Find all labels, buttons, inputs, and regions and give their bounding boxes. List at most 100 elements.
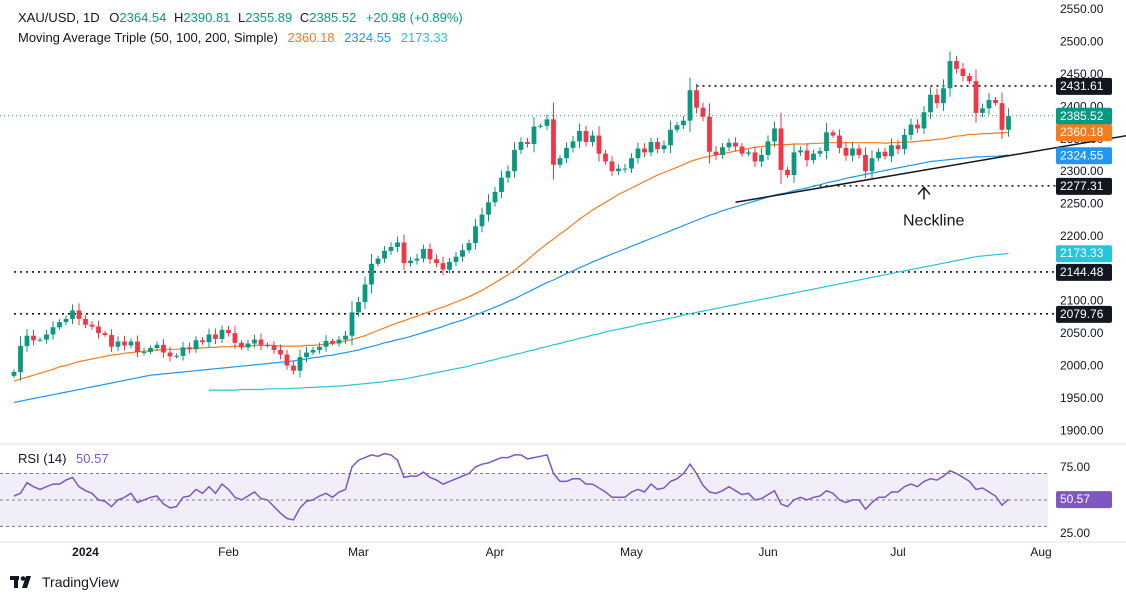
- candle-body: [336, 339, 342, 344]
- candle-body: [544, 119, 550, 126]
- candle-body: [89, 324, 95, 327]
- candle-body: [375, 258, 381, 264]
- price-tick-label: 1900.00: [1060, 423, 1104, 437]
- candle-body: [980, 108, 985, 113]
- price-tick-label: 2300.00: [1060, 164, 1104, 178]
- candle-body: [76, 310, 82, 319]
- candle-body: [37, 339, 43, 341]
- tradingview-logo[interactable]: TradingView: [10, 574, 119, 590]
- candle-body: [908, 124, 914, 135]
- candle-body: [765, 141, 771, 155]
- candle-body: [226, 329, 231, 334]
- candle-body: [1006, 116, 1011, 130]
- ma200-badge-bg: [1056, 245, 1112, 263]
- candle-body: [700, 107, 706, 117]
- rsi-label: RSI (14): [18, 451, 67, 466]
- candle-body: [232, 333, 238, 343]
- candle-body: [954, 61, 959, 69]
- price-tick-label: 2450.00: [1060, 67, 1104, 81]
- candle-body: [635, 148, 641, 159]
- candle-body: [291, 365, 296, 371]
- candle-body: [973, 81, 979, 113]
- candle-body: [427, 248, 433, 260]
- candle-body: [239, 342, 244, 348]
- candle-body: [473, 226, 478, 244]
- candle-body: [889, 145, 894, 157]
- change-value: +20.98 (+0.89%): [365, 10, 463, 25]
- ma100-line: [13, 154, 1009, 403]
- candle-body: [388, 246, 394, 251]
- candle-body: [167, 352, 173, 357]
- neckline-arrow-head: [917, 186, 931, 195]
- candle-body: [395, 242, 400, 247]
- price-tick-label: 2200.00: [1060, 229, 1104, 243]
- candle-body: [967, 75, 972, 82]
- low-label: L: [238, 10, 246, 25]
- time-tick-label: Feb: [218, 545, 239, 559]
- candle-body: [739, 146, 745, 154]
- last-price-badge-bg: [1056, 107, 1112, 125]
- candle-body: [109, 335, 114, 347]
- candle-body: [616, 168, 621, 172]
- candle-body: [271, 345, 277, 350]
- candle-body: [265, 344, 270, 346]
- candle-body: [258, 339, 264, 345]
- candle-body: [804, 150, 810, 161]
- candle-body: [382, 250, 387, 259]
- candle-body: [486, 202, 491, 215]
- candle-body: [960, 68, 966, 76]
- candle-body: [512, 149, 517, 172]
- close-value: 2385.52: [309, 10, 357, 25]
- candle-body: [447, 261, 452, 270]
- candle-body: [193, 340, 199, 350]
- candle-body: [102, 333, 108, 336]
- candle-body: [414, 258, 420, 261]
- candle-body: [518, 142, 524, 150]
- candle-body: [772, 128, 777, 142]
- rsi-line: [13, 452, 1010, 521]
- candle-body: [759, 154, 764, 162]
- candle-body: [726, 142, 732, 148]
- candle-body: [590, 135, 595, 143]
- candle-body: [479, 214, 485, 227]
- candle-body: [869, 158, 875, 172]
- rsi-badge: 50.57: [1060, 492, 1090, 506]
- candle-body: [278, 349, 283, 355]
- candle-body: [499, 177, 504, 192]
- candle-body: [187, 347, 192, 350]
- ma200-header-value: 2173.33: [400, 30, 448, 45]
- rsi-tick-label: 75.00: [1060, 460, 1090, 474]
- candle-body: [356, 302, 361, 313]
- candle-body: [811, 153, 816, 161]
- candle-body: [70, 310, 75, 319]
- candle-body: [720, 147, 725, 155]
- candle-body: [421, 248, 426, 259]
- candle-body: [492, 191, 498, 203]
- level-badge: 2144.48: [1060, 265, 1104, 279]
- candle-body: [115, 341, 121, 347]
- symbol-label: XAU/USD, 1D: [18, 10, 100, 25]
- candle-body: [817, 151, 823, 154]
- low-value: 2355.89: [245, 10, 293, 25]
- candle-body: [362, 284, 368, 303]
- tradingview-icon: [10, 576, 31, 588]
- open-label: O: [109, 10, 120, 25]
- candle-body: [785, 169, 790, 176]
- candle-body: [941, 88, 946, 104]
- ma-label: Moving Average Triple (50, 100, 200, Sim…: [18, 30, 278, 45]
- candle-body: [629, 158, 634, 169]
- close-label: C: [299, 10, 310, 25]
- candle-body: [453, 256, 459, 262]
- candle-body: [947, 61, 953, 89]
- candle-body: [668, 129, 673, 146]
- candle-body: [934, 94, 940, 104]
- time-tick-label: May: [620, 545, 643, 559]
- level-badge-bg: [1056, 77, 1112, 95]
- candle-body: [408, 260, 413, 264]
- high-value: 2390.81: [183, 10, 231, 25]
- candle-body: [843, 147, 849, 156]
- last-price-badge: 2385.52: [1060, 109, 1104, 123]
- ma50-badge: 2360.18: [1060, 125, 1104, 139]
- high-label: H: [174, 10, 184, 25]
